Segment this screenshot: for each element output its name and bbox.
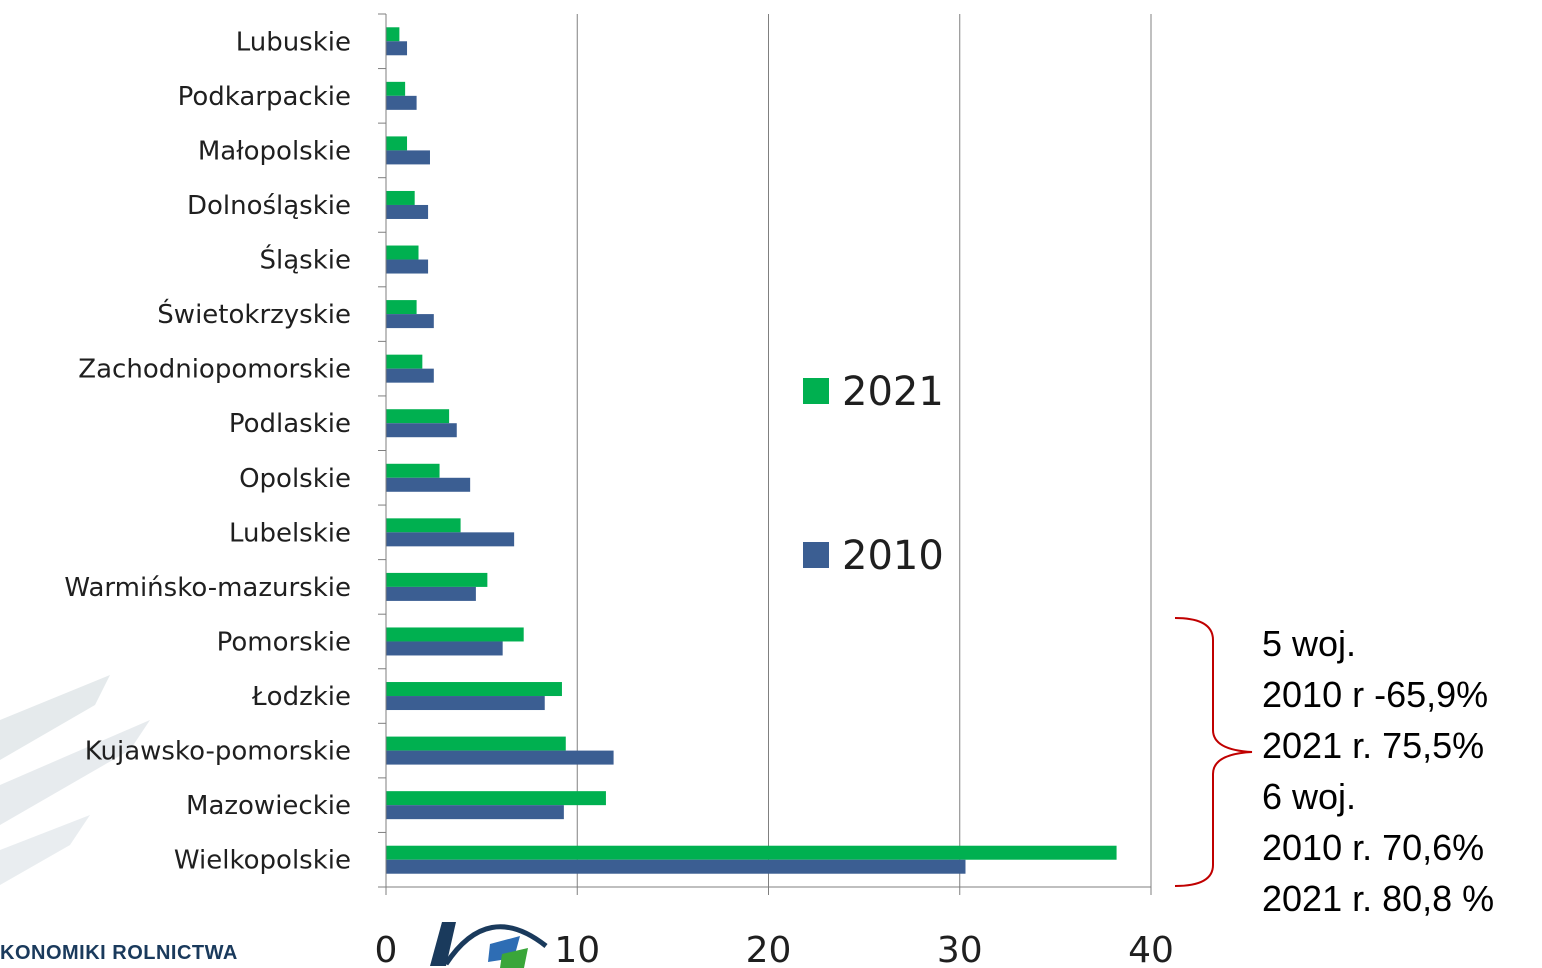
category-label: Łodzkie bbox=[251, 682, 351, 712]
category-label: Świetokrzyskie bbox=[157, 298, 351, 330]
bar-2010 bbox=[386, 696, 545, 711]
bar-2010 bbox=[386, 641, 503, 656]
bar-2021 bbox=[386, 27, 400, 42]
bar-2021 bbox=[386, 572, 488, 587]
category-label: Podkarpackie bbox=[178, 82, 351, 112]
category-label: Mazowieckie bbox=[186, 791, 351, 821]
category-label: Warmińsko-mazurskie bbox=[64, 573, 351, 603]
category-label: Lubelskie bbox=[229, 518, 351, 548]
category-label: Podlaskie bbox=[229, 409, 351, 439]
legend: 2021 2010 bbox=[803, 369, 944, 579]
bracket bbox=[1174, 617, 1253, 887]
bar-2010 bbox=[386, 477, 471, 492]
bar-2021 bbox=[386, 845, 1117, 860]
x-tick-label: 0 bbox=[375, 930, 398, 968]
category-label: Śląskie bbox=[260, 244, 351, 276]
bar-2021 bbox=[386, 300, 417, 315]
axes bbox=[378, 13, 1152, 895]
bar-2010 bbox=[386, 750, 614, 765]
bar-2021 bbox=[386, 627, 524, 642]
bar-2010 bbox=[386, 859, 966, 874]
category-label: Kujawsko-pomorskie bbox=[85, 737, 351, 767]
annotation-line: 2021 r. 80,8 % bbox=[1262, 878, 1495, 919]
bar-2021 bbox=[386, 518, 461, 533]
category-labels: Lubuskie Podkarpackie Małopolskie Dolnośląs… bbox=[64, 27, 351, 875]
category-label: Lubuskie bbox=[236, 27, 351, 57]
annotation-line: 2021 r. 75,5% bbox=[1262, 725, 1485, 766]
category-label: Małopolskie bbox=[198, 136, 351, 166]
bar-2021 bbox=[386, 409, 450, 424]
bar-2021 bbox=[386, 791, 606, 806]
legend-swatch-2010 bbox=[803, 542, 829, 568]
bar-2010 bbox=[386, 150, 430, 165]
bars bbox=[386, 27, 1117, 874]
bar-2010 bbox=[386, 532, 515, 547]
bar-2021 bbox=[386, 682, 562, 697]
bar-2010 bbox=[386, 368, 434, 383]
bar-2021 bbox=[386, 463, 440, 478]
category-label: Dolnośląskie bbox=[187, 191, 351, 221]
footer-institute-text: KONOMIKI ROLNICTWA bbox=[0, 942, 238, 964]
legend-label-2010: 2010 bbox=[842, 533, 944, 579]
category-label: Zachodniopomorskie bbox=[78, 355, 351, 385]
bar-2021 bbox=[386, 81, 406, 96]
institute-logo bbox=[430, 922, 548, 968]
watermark-logo bbox=[0, 675, 150, 885]
bar-2010 bbox=[386, 41, 408, 56]
x-tick-labels: 0 10 20 30 40 bbox=[375, 930, 1174, 968]
annotation-line: 5 woj. bbox=[1262, 623, 1357, 664]
x-tick-label: 40 bbox=[1128, 930, 1174, 968]
bar-2021 bbox=[386, 245, 419, 260]
legend-label-2021: 2021 bbox=[842, 369, 944, 415]
bar-2010 bbox=[386, 314, 434, 329]
x-tick-label: 20 bbox=[746, 930, 792, 968]
x-tick-label: 30 bbox=[937, 930, 983, 968]
bar-2010 bbox=[386, 586, 476, 601]
annotation-line: 2010 r -65,9% bbox=[1262, 674, 1489, 715]
x-tick-label: 10 bbox=[554, 930, 600, 968]
category-label: Opolskie bbox=[239, 464, 351, 494]
annotation-line: 2010 r. 70,6% bbox=[1262, 827, 1485, 868]
bar-2021 bbox=[386, 136, 408, 151]
bar-2010 bbox=[386, 259, 429, 274]
category-label: Pomorskie bbox=[217, 627, 351, 657]
bar-2021 bbox=[386, 736, 566, 751]
category-label: Wielkopolskie bbox=[174, 846, 351, 876]
bar-2021 bbox=[386, 190, 415, 205]
bar-2010 bbox=[386, 95, 417, 110]
bar-2010 bbox=[386, 423, 457, 438]
legend-swatch-2021 bbox=[803, 378, 829, 404]
summary-annotation: 5 woj. 2010 r -65,9% 2021 r. 75,5% 6 woj… bbox=[1262, 618, 1494, 924]
bar-2010 bbox=[386, 204, 429, 219]
gridlines bbox=[576, 14, 1152, 887]
bar-2010 bbox=[386, 805, 564, 820]
annotation-line: 6 woj. bbox=[1262, 776, 1357, 817]
bar-2021 bbox=[386, 354, 423, 369]
